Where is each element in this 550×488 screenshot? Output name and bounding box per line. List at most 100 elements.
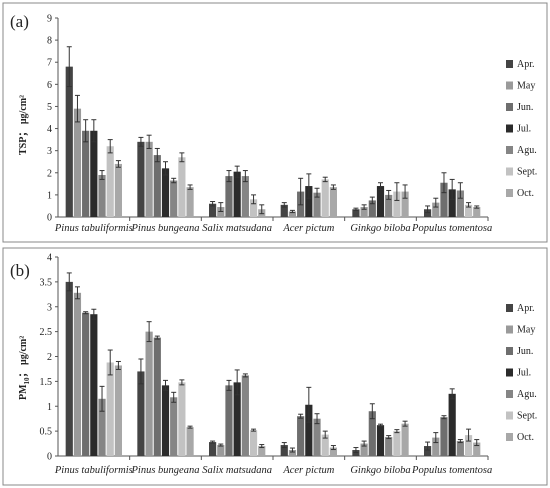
panel-a-bar xyxy=(65,66,73,218)
panel-a-y-axis-label-unit: ； μg/cm² xyxy=(18,95,29,137)
panel-b-bar xyxy=(114,365,122,456)
panel-a-bar xyxy=(313,192,321,217)
panel-b-bar xyxy=(225,385,233,456)
panel-a-legend-swatch xyxy=(506,81,513,90)
panel-a-bar xyxy=(114,163,122,217)
panel-b-bar xyxy=(233,382,241,456)
panel-b-bar xyxy=(106,362,114,456)
panel-b-bar xyxy=(241,375,249,456)
panel-a-bar xyxy=(161,168,170,217)
panel-b-legend-label: Sept. xyxy=(517,411,537,422)
panel-a-bar xyxy=(321,179,329,217)
panel-b-y-tick-label: 1.5 xyxy=(40,377,53,388)
panel-b-bar xyxy=(305,404,313,456)
panel-a-bar xyxy=(90,130,98,217)
panel-a-bar xyxy=(249,199,258,217)
panel-b-legend-label: Apr. xyxy=(517,303,535,314)
panel-b-y-axis-label: PM10； μg/cm² xyxy=(18,336,31,400)
panel-a-bar xyxy=(209,203,217,217)
panel-a-y-axis-label-main: TSP xyxy=(18,137,29,155)
panel-a-y-tick-label: 5 xyxy=(47,102,52,113)
panel-b-bar xyxy=(178,382,186,456)
panel-b-bar xyxy=(209,442,217,456)
panel-a-bar xyxy=(178,157,186,217)
panel-a-bar xyxy=(186,187,194,217)
panel-a-bar xyxy=(448,189,456,217)
panel-a-y-tick-label: 4 xyxy=(47,124,52,135)
panel-b-bar xyxy=(360,443,368,456)
panel-b-bar xyxy=(393,431,401,456)
panel-b-bar xyxy=(440,417,448,456)
panel-a-bar xyxy=(360,207,368,217)
panel-b-bar xyxy=(137,371,145,456)
panel-b-category-label: Populus tomentosa xyxy=(411,465,492,476)
panel-a-bar xyxy=(137,141,145,217)
panel-a-bar xyxy=(352,209,360,217)
panel-b-y-tick-label: 0 xyxy=(47,452,52,463)
panel-b-legend-label: Agu. xyxy=(517,389,537,400)
panel-b-bar xyxy=(249,430,258,456)
panel-b-y-tick-label: 1 xyxy=(47,402,52,413)
panel-b-bar xyxy=(82,312,90,456)
panel-a-legend-label: May xyxy=(517,81,535,92)
panel-b-bar xyxy=(424,446,432,456)
panel-b-bar xyxy=(368,411,376,456)
panel-b-y-tick-label: 3 xyxy=(47,302,52,313)
panel-a-frame xyxy=(2,2,548,243)
panel-b-bar xyxy=(376,425,385,456)
panel-a-bar xyxy=(440,182,448,217)
panel-a-y-tick-label: 7 xyxy=(47,58,52,69)
panel-a-y-tick-label: 0 xyxy=(47,213,52,224)
panel-b-category-label: Ginkgo biloba xyxy=(350,465,410,476)
panel-a-bar xyxy=(233,171,241,217)
panel-a-y-tick-label: 2 xyxy=(47,168,52,179)
panel-b-y-tick-label: 3.5 xyxy=(40,277,53,288)
panel-b-y-axis-label-main: PM xyxy=(18,384,29,400)
panel-b-bar xyxy=(153,337,161,456)
panel-a-bar xyxy=(73,108,82,217)
panel-a-legend-swatch xyxy=(506,146,513,154)
panel-a-bar xyxy=(368,200,376,217)
panel-a-bar xyxy=(98,174,106,217)
panel-b-legend-label: May xyxy=(517,325,535,336)
panel-b-bar xyxy=(313,418,321,456)
panel-b-bar xyxy=(65,281,73,456)
panel-a-bar xyxy=(385,194,393,217)
panel-b-y-axis-label-subscript: 10 xyxy=(23,377,31,385)
panel-b-legend-label: Jun. xyxy=(517,346,533,357)
panel-a-legend-swatch xyxy=(506,103,513,111)
panel-a-bar xyxy=(241,176,249,217)
panel-b-y-tick-label: 4 xyxy=(47,253,52,264)
panel-b-label: (b) xyxy=(10,261,30,280)
panel-a-category-label: Salix matsudana xyxy=(202,223,272,234)
panel-a-category-label: Ginkgo biloba xyxy=(350,223,410,234)
panel-b-legend-swatch xyxy=(506,390,513,398)
panel-a-bar xyxy=(393,191,401,217)
panel-a-legend-swatch xyxy=(506,124,513,133)
panel-a-y-axis-label: TSP； μg/cm² xyxy=(18,95,29,155)
panel-a-category-label: Pinus bungeana xyxy=(131,223,200,234)
panel-a-y-tick-label: 9 xyxy=(47,14,52,25)
panel-a-bar xyxy=(153,155,161,217)
panel-b-bar xyxy=(280,445,288,456)
panel-a-bar xyxy=(305,186,313,217)
panel-b-bar xyxy=(385,437,393,456)
panel-b-legend-swatch xyxy=(506,347,513,355)
panel-b-legend-swatch xyxy=(506,433,513,441)
panel-a-bar xyxy=(401,191,409,217)
panel-a: (a) TSP； μg/cm² 0 1 2 3 4 5 6 7 8 9 Pinus tabulifo… xyxy=(2,2,548,243)
panel-a-bar xyxy=(217,207,225,217)
panel-a-bar xyxy=(456,190,464,217)
panel-a-bar xyxy=(82,130,90,217)
panel-b-category-label: Pinus bungeana xyxy=(131,465,200,476)
panel-b-legend-label: Oct. xyxy=(517,432,534,443)
panel-b-category-label: Acer pictum xyxy=(282,465,334,476)
panel-a-legend-label: Oct. xyxy=(517,188,534,199)
panel-b-bar xyxy=(217,445,225,456)
panel-b-bar xyxy=(473,442,481,456)
panel-b-legend-swatch xyxy=(506,368,513,377)
panel-a-y-tick-label: 8 xyxy=(47,36,52,47)
panel-b-legend-swatch xyxy=(506,325,513,334)
panel-b-bar xyxy=(321,434,329,456)
panel-b-bar xyxy=(401,423,409,456)
